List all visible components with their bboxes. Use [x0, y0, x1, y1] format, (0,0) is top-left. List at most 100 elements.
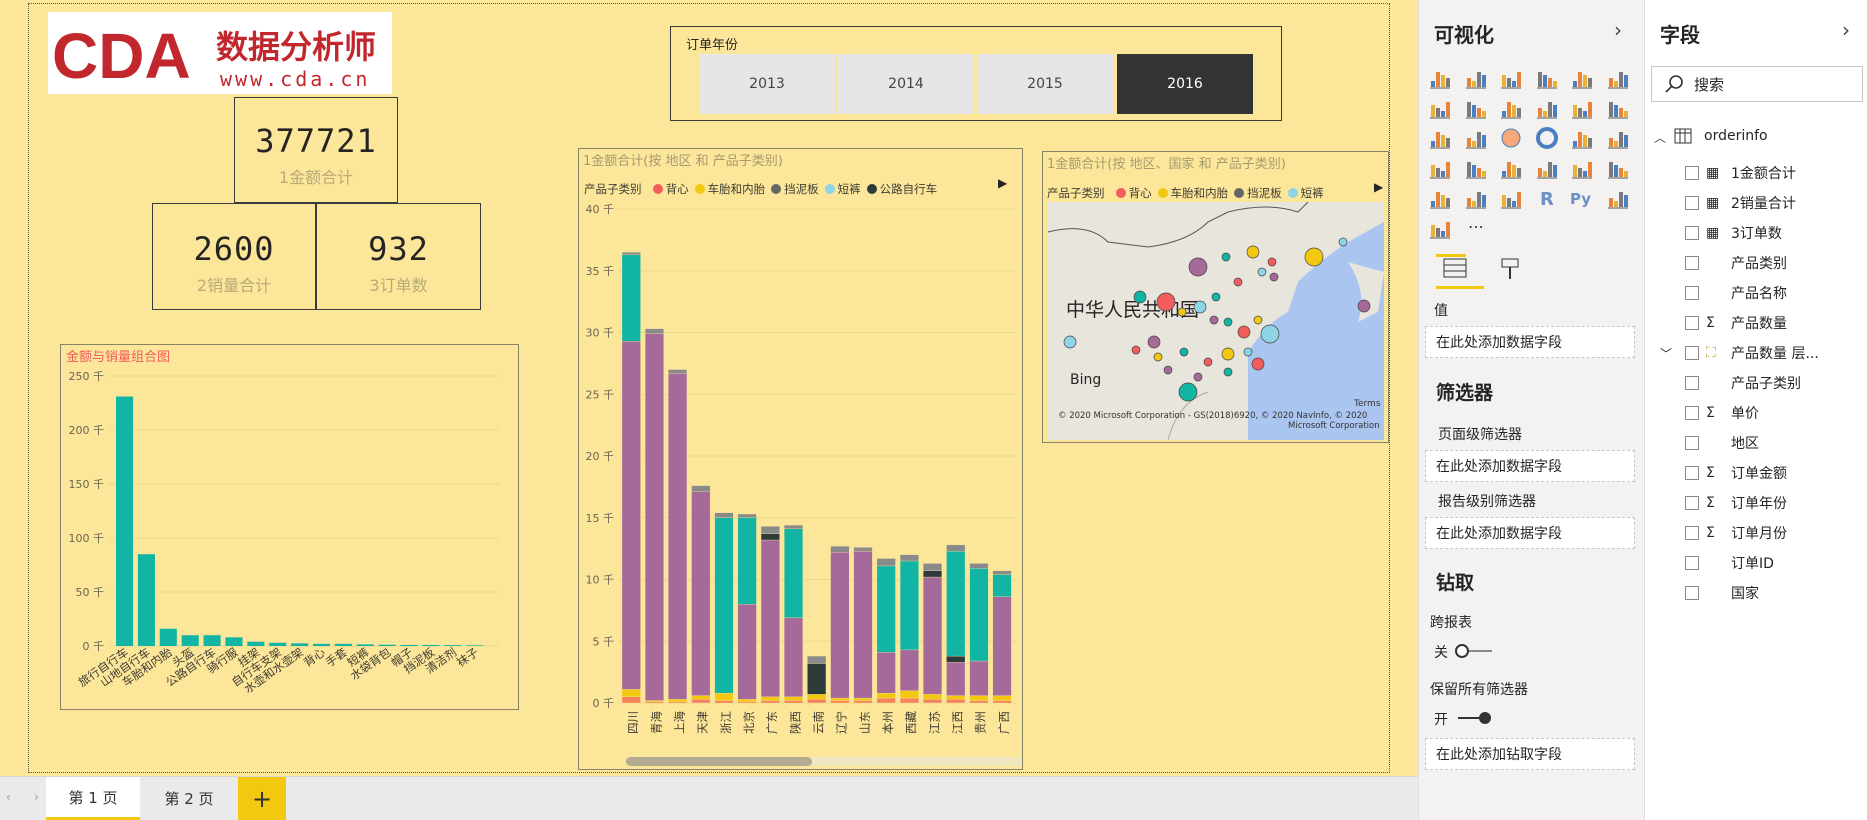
- stacked-bar-segment[interactable]: [691, 695, 711, 700]
- field-checkbox[interactable]: [1685, 346, 1699, 360]
- report-filters-well[interactable]: 在此处添加数据字段: [1425, 517, 1635, 549]
- kpi-icon[interactable]: [1606, 156, 1630, 180]
- legend-next-arrow-icon[interactable]: ▶: [998, 176, 1008, 190]
- stacked-bar-icon[interactable]: [1428, 66, 1452, 90]
- map-bubble[interactable]: [1063, 335, 1077, 349]
- stacked-legend-item[interactable]: 背心: [652, 182, 689, 196]
- stacked-bar-segment[interactable]: [969, 563, 989, 569]
- stacked-bar-segment[interactable]: [830, 697, 850, 701]
- map-legend-item[interactable]: 车胎和内胎: [1157, 186, 1228, 200]
- waterfall-icon[interactable]: [1428, 126, 1452, 150]
- combo-bar[interactable]: [444, 645, 462, 646]
- stacked-bar-segment[interactable]: [876, 697, 896, 704]
- map-bubble[interactable]: [1178, 382, 1198, 402]
- stacked-bar-segment[interactable]: [621, 689, 641, 697]
- stacked-legend-item[interactable]: 公路自行车: [866, 182, 937, 196]
- stacked-bar-segment[interactable]: [969, 695, 989, 701]
- field-checkbox[interactable]: [1685, 316, 1699, 330]
- field-checkbox[interactable]: [1685, 376, 1699, 390]
- stacked-bar-segment[interactable]: [923, 699, 942, 704]
- stacked-bar-segment[interactable]: [691, 491, 711, 696]
- more-icon[interactable]: ⋯: [1464, 216, 1488, 240]
- stacked-bar-segment[interactable]: [992, 700, 1012, 704]
- stacked-bar-segment[interactable]: [645, 701, 664, 704]
- stacked-bar-segment[interactable]: [784, 528, 803, 618]
- stacked-bar-segment[interactable]: [876, 652, 896, 694]
- field-checkbox[interactable]: [1685, 256, 1699, 270]
- stacked-bar-segment[interactable]: [923, 563, 942, 572]
- stacked-bar-segment[interactable]: [784, 696, 803, 701]
- line-column-icon[interactable]: [1535, 96, 1559, 120]
- combo-bar[interactable]: [356, 644, 374, 646]
- map-legend-next-icon[interactable]: ▶: [1374, 180, 1384, 194]
- map-svg[interactable]: 中华人民共和国 Bing Terms © 2020 Microsoft Corp…: [1048, 202, 1384, 440]
- stacked-bar-segment[interactable]: [969, 660, 989, 696]
- combo-bar[interactable]: [400, 644, 418, 646]
- table-expand-chevron-icon[interactable]: ︿: [1654, 131, 1667, 145]
- stacked-bar-segment[interactable]: [737, 699, 757, 702]
- stacked-bar-segment[interactable]: [807, 663, 827, 695]
- 100-column-icon[interactable]: [1606, 66, 1630, 90]
- field-row[interactable]: ▦ 2销量合计: [1644, 189, 1867, 217]
- field-row[interactable]: 产品类别: [1644, 249, 1867, 277]
- stacked-bar-segment[interactable]: [899, 649, 919, 691]
- stacked-bar-segment[interactable]: [923, 570, 942, 578]
- stacked-bar-segment[interactable]: [899, 554, 919, 562]
- add-page-button[interactable]: +: [238, 777, 286, 820]
- stacked-bar-segment[interactable]: [714, 512, 734, 518]
- map-bubble[interactable]: [1338, 237, 1348, 247]
- field-checkbox[interactable]: [1685, 526, 1699, 540]
- map-legend-item[interactable]: 挡泥板: [1234, 186, 1282, 200]
- slicer-year-2015[interactable]: 2015: [977, 54, 1113, 114]
- combo-chart-frame[interactable]: [60, 344, 519, 710]
- fields-search-input[interactable]: [1651, 66, 1863, 102]
- clustered-bar-icon[interactable]: [1499, 66, 1523, 90]
- combo-bar[interactable]: [181, 635, 199, 646]
- combo-bar[interactable]: [225, 637, 243, 646]
- stacked-bar-segment[interactable]: [668, 373, 688, 700]
- stacked-scrollbar-thumb[interactable]: [626, 757, 812, 766]
- slicer-year-2016[interactable]: 2016: [1117, 54, 1253, 114]
- map-bubble[interactable]: [1193, 300, 1207, 314]
- stacked-bar-segment[interactable]: [853, 550, 873, 699]
- ribbon-icon[interactable]: [1606, 96, 1630, 120]
- tab-next-icon[interactable]: ›: [34, 790, 39, 804]
- stacked-bar-segment[interactable]: [923, 576, 942, 695]
- cross-report-toggle[interactable]: [1454, 642, 1494, 660]
- map-bubble[interactable]: [1177, 307, 1187, 317]
- page-filters-well[interactable]: 在此处添加数据字段: [1425, 450, 1635, 482]
- stacked-bar-segment[interactable]: [946, 544, 966, 552]
- field-row[interactable]: 产品子类别: [1644, 369, 1867, 397]
- combo-bar[interactable]: [269, 642, 287, 646]
- clustered-column-icon[interactable]: [1535, 66, 1559, 90]
- stacked-bar-segment[interactable]: [645, 700, 664, 702]
- python-visual-icon[interactable]: Py: [1570, 186, 1594, 210]
- field-checkbox[interactable]: [1685, 466, 1699, 480]
- map-bubble[interactable]: [1163, 365, 1173, 375]
- field-checkbox[interactable]: [1685, 166, 1699, 180]
- stacked-bar-segment[interactable]: [760, 700, 780, 704]
- stacked-bar-segment[interactable]: [969, 568, 989, 662]
- stacked-bar-segment[interactable]: [876, 565, 896, 653]
- stacked-bar-segment[interactable]: [760, 533, 780, 541]
- line-clustered-icon[interactable]: [1570, 96, 1594, 120]
- stacked-bar-segment[interactable]: [621, 254, 641, 342]
- map-bubble[interactable]: [1193, 372, 1203, 382]
- stacked-bar-segment[interactable]: [992, 596, 1012, 696]
- stacked-bar-segment[interactable]: [807, 694, 827, 700]
- slicer-year-2014[interactable]: 2014: [838, 54, 974, 114]
- stacked-bar-segment[interactable]: [784, 525, 803, 530]
- map-bubble[interactable]: [1133, 290, 1147, 304]
- map-bubble[interactable]: [1221, 252, 1231, 262]
- map-bubble[interactable]: [1267, 257, 1277, 267]
- combo-bar[interactable]: [137, 554, 155, 646]
- treemap-icon[interactable]: [1570, 126, 1594, 150]
- map-bubble[interactable]: [1203, 357, 1213, 367]
- map-bubble[interactable]: [1221, 347, 1235, 361]
- field-checkbox[interactable]: [1685, 196, 1699, 210]
- combo-bar[interactable]: [203, 635, 221, 646]
- map-bubble[interactable]: [1223, 317, 1233, 327]
- combo-bar[interactable]: [466, 645, 484, 646]
- map-terms[interactable]: Terms: [1353, 399, 1381, 409]
